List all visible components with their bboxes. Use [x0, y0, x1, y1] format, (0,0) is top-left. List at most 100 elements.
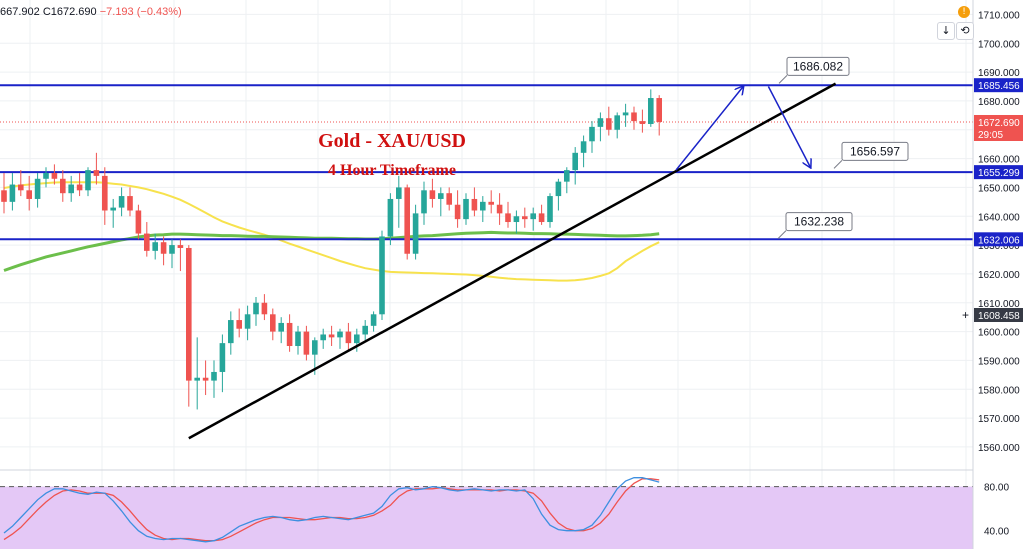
candle-body — [631, 112, 637, 122]
candle-body — [370, 314, 377, 326]
candle-body — [354, 334, 360, 344]
level-price-tag-bg — [974, 232, 1023, 247]
candle-body — [228, 320, 234, 344]
candle-body — [144, 233, 150, 251]
last-price-tag: 1672.690 — [978, 118, 1020, 129]
candle-body — [261, 302, 268, 315]
candle-body — [278, 322, 284, 332]
scroll-down-icon[interactable]: ↓ — [937, 22, 955, 40]
candle-body — [387, 198, 394, 237]
candle-body — [648, 98, 654, 124]
callout-pointer — [777, 230, 787, 239]
candle-body — [286, 322, 293, 347]
callout-box — [841, 141, 909, 161]
crosshair-price: 1608.458 — [978, 311, 1020, 322]
horizontal-levels — [0, 84, 973, 241]
level-price-tag-bg — [974, 165, 1023, 180]
candle-body — [303, 331, 310, 355]
chart-title: Gold - XAU/USD — [318, 130, 466, 152]
alert-icon[interactable]: ! — [958, 6, 970, 18]
y-tick-label: 1690.000 — [978, 68, 1020, 79]
candle-body — [118, 196, 125, 208]
y-tick-label: 1640.000 — [978, 212, 1020, 223]
y-tick-label: 1650.000 — [978, 183, 1020, 194]
stochastic-tick-label: 80.00 — [984, 483, 1009, 494]
y-tick-label: 1560.000 — [978, 443, 1020, 454]
candle-body — [60, 178, 66, 194]
candle-body — [622, 112, 629, 116]
candle-body — [93, 170, 100, 176]
callout-label: 1632.238 — [794, 215, 844, 229]
candle-body — [396, 187, 402, 199]
candle-body — [429, 190, 436, 199]
trendline — [188, 82, 837, 440]
candle-body — [606, 118, 612, 130]
candle-body — [597, 118, 604, 127]
candle-body — [555, 181, 562, 197]
candle-body — [564, 170, 570, 182]
candle-body — [295, 331, 301, 347]
candle-body — [656, 98, 662, 122]
candle-body — [547, 196, 553, 223]
candle-body — [127, 196, 133, 211]
callout-box — [786, 56, 850, 76]
callout-label: 1686.082 — [793, 59, 843, 73]
drawings: 1686.082 1656.597 1632.238 — [188, 56, 909, 440]
candle-body — [110, 207, 116, 211]
candle-body — [580, 141, 587, 153]
candle-body — [9, 184, 16, 202]
candle-body — [26, 190, 32, 199]
y-tick-label: 1600.000 — [978, 328, 1020, 339]
candle-body — [438, 193, 444, 199]
stochastic-tick-label: 40.00 — [984, 527, 1009, 538]
reset-view-icon[interactable]: ⟲ — [956, 22, 974, 40]
stochastic-pane — [0, 469, 1024, 554]
candle-body — [253, 302, 259, 315]
y-tick-label: 1620.000 — [978, 270, 1020, 281]
candle-body — [68, 184, 74, 194]
candle-body — [160, 242, 167, 254]
candle-body — [202, 377, 209, 381]
y-tick-label: 1680.000 — [978, 97, 1020, 108]
projection-arrow — [767, 86, 810, 168]
level-price-tag: 1655.299 — [978, 168, 1020, 179]
crosshair-price-bg — [974, 308, 1023, 322]
candle-body — [1, 190, 7, 202]
ohlc-change: −7.193 (−0.43%) — [99, 6, 182, 18]
grid — [0, 0, 973, 544]
candle-body — [270, 314, 276, 332]
y-tick-label: 1570.000 — [978, 414, 1020, 425]
callout-pointer — [778, 75, 788, 84]
chart-titles: Gold - XAU/USD 4 Hour Timeframe — [318, 130, 466, 179]
y-tick-label: 1630.000 — [978, 241, 1020, 252]
candle-body — [43, 173, 49, 179]
candle-body — [412, 213, 419, 254]
projection-arrow — [675, 87, 743, 171]
candle-body — [362, 325, 368, 335]
candle-body — [480, 201, 486, 211]
price-axis[interactable]: 1560.000 1570.000 1580.000 1590.000 1600.000… — [962, 0, 1024, 549]
candle-body — [530, 213, 536, 220]
candle-body — [51, 173, 58, 179]
level-price-tag: 1632.006 — [978, 235, 1020, 246]
countdown-label: 29:05 — [978, 130, 1003, 141]
level-price-tag: 1685.456 — [978, 81, 1020, 92]
candle-body — [177, 245, 184, 248]
candle-body — [345, 331, 352, 344]
candle-body — [589, 126, 595, 142]
candle-body — [505, 213, 511, 223]
y-tick-label: 1590.000 — [978, 356, 1020, 367]
ohlc-legend: 667.902 C1672.690 −7.193 (−0.43%) — [0, 6, 182, 18]
candle-body — [572, 152, 578, 171]
candle-body — [522, 216, 528, 220]
y-tick-label: 1660.000 — [978, 155, 1020, 166]
level-price-tag-bg — [974, 78, 1023, 93]
candle-body — [337, 331, 343, 338]
candle-body — [211, 371, 217, 381]
stochastic-k-line — [3, 477, 660, 543]
candle-body — [169, 245, 175, 254]
candle-body — [513, 216, 520, 223]
ohlc-values: 667.902 C1672.690 — [0, 6, 97, 18]
